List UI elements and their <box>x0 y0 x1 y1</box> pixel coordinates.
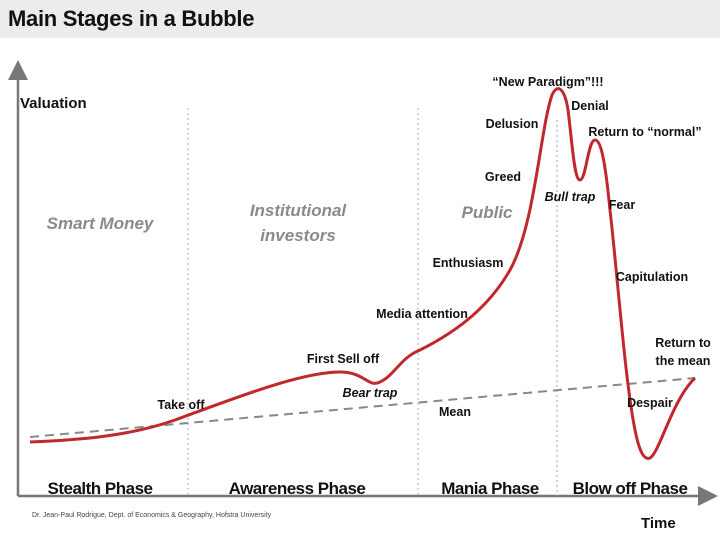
title-bar: Main Stages in a Bubble <box>0 0 720 38</box>
label-media-attention: Media attention <box>376 307 468 321</box>
label-fear: Fear <box>609 198 636 212</box>
label-bear-trap: Bear trap <box>343 386 398 400</box>
group-investors: investors <box>260 226 336 245</box>
label-despair: Despair <box>627 396 673 410</box>
label-bull-trap: Bull trap <box>545 190 596 204</box>
label-new-paradigm: “New Paradigm”!!! <box>492 75 603 89</box>
label-return-to: Return to <box>655 336 711 350</box>
x-axis-label: Time <box>641 515 676 532</box>
label-mean: Mean <box>439 405 471 419</box>
label-first-sell-off: First Sell off <box>307 352 380 366</box>
label-greed: Greed <box>485 170 521 184</box>
mean-line <box>29 377 696 438</box>
label-enthusiasm: Enthusiasm <box>433 256 504 270</box>
credit-text: Dr. Jean-Paul Rodrigue, Dept. of Economi… <box>32 512 272 519</box>
label-capitulation: Capitulation <box>616 270 688 284</box>
group-smart-money: Smart Money <box>47 214 155 233</box>
label-denial: Denial <box>571 99 609 113</box>
label-delusion: Delusion <box>486 117 539 131</box>
group-public: Public <box>461 203 513 222</box>
label-return-normal: Return to “normal” <box>588 125 701 139</box>
page-title: Main Stages in a Bubble <box>8 6 255 31</box>
phase-stealth: Stealth Phase <box>48 479 153 498</box>
bubble-curve <box>29 87 697 460</box>
label-the-mean: the mean <box>656 354 711 368</box>
group-institutional: Institutional <box>250 201 348 220</box>
phase-blow-off: Blow off Phase <box>573 479 688 498</box>
phase-mania: Mania Phase <box>441 479 539 498</box>
y-axis-label: Valuation <box>20 95 87 112</box>
phase-awareness: Awareness Phase <box>229 479 366 498</box>
label-take-off: Take off <box>158 398 206 412</box>
